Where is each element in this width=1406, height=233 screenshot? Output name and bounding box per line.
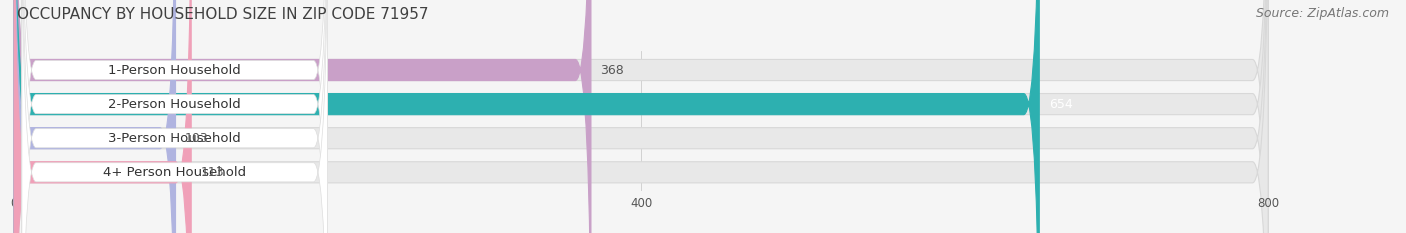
- Text: 2-Person Household: 2-Person Household: [108, 98, 240, 111]
- Text: 368: 368: [600, 64, 624, 76]
- FancyBboxPatch shape: [22, 0, 328, 233]
- FancyBboxPatch shape: [22, 0, 328, 233]
- Text: 4+ Person Household: 4+ Person Household: [103, 166, 246, 179]
- FancyBboxPatch shape: [22, 0, 328, 233]
- FancyBboxPatch shape: [14, 0, 1268, 233]
- FancyBboxPatch shape: [14, 0, 176, 233]
- Text: 113: 113: [201, 166, 224, 179]
- FancyBboxPatch shape: [22, 0, 328, 233]
- FancyBboxPatch shape: [14, 0, 191, 233]
- FancyBboxPatch shape: [14, 0, 1268, 233]
- Text: 103: 103: [186, 132, 208, 145]
- FancyBboxPatch shape: [14, 0, 1039, 233]
- FancyBboxPatch shape: [14, 0, 1268, 233]
- Text: 1-Person Household: 1-Person Household: [108, 64, 240, 76]
- Text: 3-Person Household: 3-Person Household: [108, 132, 240, 145]
- Text: OCCUPANCY BY HOUSEHOLD SIZE IN ZIP CODE 71957: OCCUPANCY BY HOUSEHOLD SIZE IN ZIP CODE …: [17, 7, 429, 22]
- FancyBboxPatch shape: [14, 0, 591, 233]
- Text: 654: 654: [1049, 98, 1073, 111]
- Text: Source: ZipAtlas.com: Source: ZipAtlas.com: [1256, 7, 1389, 20]
- FancyBboxPatch shape: [14, 0, 1268, 233]
